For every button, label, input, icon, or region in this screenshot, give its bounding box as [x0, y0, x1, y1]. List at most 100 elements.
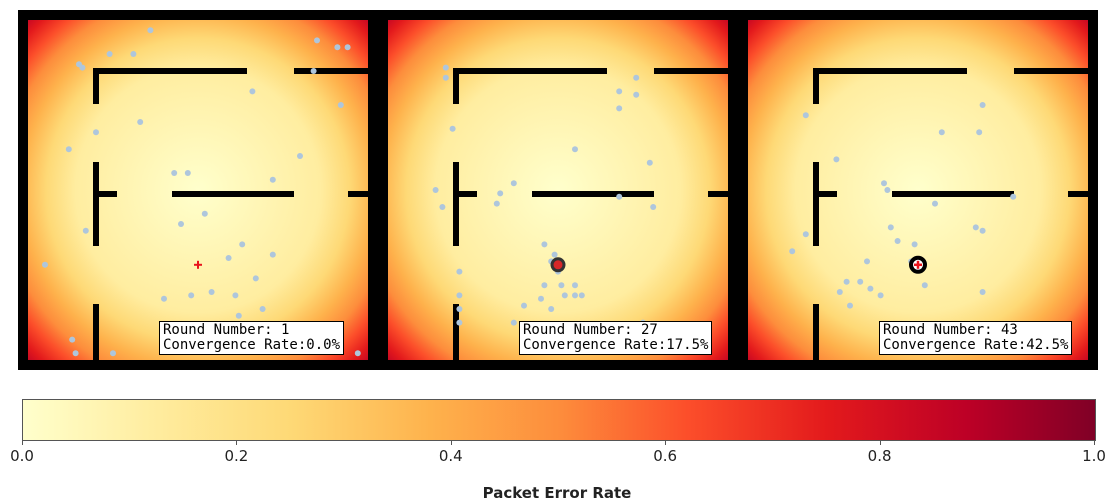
- convergence-rate-label: Convergence Rate:0.0%: [163, 337, 341, 353]
- device-point: [979, 289, 986, 295]
- colorbar-tick: [236, 440, 238, 445]
- device-point: [633, 74, 640, 81]
- device-point: [894, 238, 901, 244]
- device-point: [616, 193, 623, 200]
- device-point: [867, 285, 874, 292]
- round-number-label: Round Number: 43: [883, 322, 1018, 338]
- device-point: [188, 292, 195, 299]
- device-point: [65, 146, 72, 153]
- device-point: [521, 302, 527, 309]
- device-point: [110, 350, 116, 357]
- wall: [1068, 191, 1088, 197]
- device-point: [551, 251, 558, 258]
- device-point: [449, 125, 456, 132]
- wall: [348, 191, 368, 197]
- device-point: [297, 153, 303, 159]
- device-point: [432, 187, 439, 193]
- device-point: [225, 255, 232, 261]
- device-point: [572, 146, 578, 153]
- heatmap-panel-round-43: Round Number: 43 Convergence Rate:42.5%: [738, 10, 1098, 370]
- device-point: [802, 112, 809, 119]
- wall: [93, 304, 99, 360]
- wall: [813, 68, 967, 74]
- device-point: [843, 278, 850, 285]
- bs-circle: [550, 257, 566, 273]
- device-point: [456, 292, 463, 299]
- device-point: [442, 64, 449, 71]
- colorbar-tick: [879, 440, 881, 445]
- wall: [813, 162, 819, 246]
- device-point: [921, 282, 928, 289]
- device-point: [833, 156, 840, 163]
- device-point: [578, 292, 585, 299]
- colorbar: [22, 399, 1096, 441]
- wall: [93, 191, 117, 197]
- round-number-label: Round Number: 1: [163, 322, 290, 338]
- colorbar-tick-label: 0.4: [438, 447, 463, 465]
- device-point: [310, 68, 317, 74]
- wall: [93, 68, 247, 74]
- base-station-marker: [194, 260, 202, 269]
- device-point: [510, 180, 517, 187]
- device-point: [259, 306, 266, 312]
- panel-1-plot: [28, 20, 368, 360]
- convergence-rate-label: Convergence Rate:17.5%: [523, 337, 709, 353]
- device-point: [836, 289, 843, 295]
- device-point: [208, 289, 215, 295]
- colorbar-label: Packet Error Rate: [482, 484, 632, 502]
- device-point: [911, 241, 918, 248]
- device-point: [42, 261, 48, 268]
- wall: [453, 162, 459, 246]
- device-point: [235, 312, 242, 319]
- device-point: [1010, 193, 1017, 200]
- device-point: [938, 129, 945, 136]
- round-info-box: Round Number: 1 Convergence Rate:0.0%: [159, 321, 345, 355]
- device-point: [493, 200, 500, 207]
- device-markers: [789, 102, 1017, 309]
- walls: [93, 68, 368, 360]
- device-point: [76, 61, 82, 68]
- device-point: [558, 282, 565, 289]
- device-point: [884, 187, 891, 193]
- device-point: [171, 170, 178, 176]
- wall: [453, 304, 459, 360]
- device-point: [147, 27, 154, 34]
- device-point: [442, 74, 449, 81]
- device-point: [877, 292, 884, 299]
- colorbar-tick-label: 1.0: [1082, 447, 1106, 465]
- wall: [453, 191, 477, 197]
- colorbar-tick-label: 0.0: [10, 447, 34, 465]
- device-point: [239, 241, 246, 248]
- heatmap-panel-round-27: Round Number: 27 Convergence Rate:17.5%: [378, 10, 738, 370]
- wall: [813, 191, 837, 197]
- device-point: [887, 224, 894, 231]
- colorbar-tick: [1094, 440, 1095, 445]
- device-point: [354, 350, 361, 357]
- device-point: [249, 88, 256, 95]
- walls: [453, 68, 728, 360]
- device-point: [802, 231, 809, 238]
- device-point: [439, 204, 446, 210]
- device-point: [184, 170, 191, 176]
- wall: [172, 191, 294, 197]
- colorbar-tick: [450, 440, 452, 445]
- device-point: [137, 119, 144, 125]
- colorbar-tick: [22, 440, 23, 445]
- device-point: [82, 227, 89, 234]
- device-point: [847, 302, 853, 309]
- colorbar-tick-label: 0.8: [867, 447, 892, 465]
- wall: [813, 68, 819, 104]
- device-point: [232, 292, 239, 299]
- device-point: [650, 204, 657, 210]
- base-station-marker: [550, 257, 566, 273]
- wall: [1014, 68, 1088, 74]
- device-point: [269, 251, 276, 258]
- round-number-label: Round Number: 27: [523, 322, 658, 338]
- device-point: [456, 268, 463, 275]
- device-point: [864, 258, 870, 265]
- device-point: [314, 37, 320, 44]
- device-point: [972, 224, 979, 231]
- colorbar-tick: [665, 440, 667, 445]
- device-point: [72, 350, 79, 357]
- panel-2-plot: [388, 20, 728, 360]
